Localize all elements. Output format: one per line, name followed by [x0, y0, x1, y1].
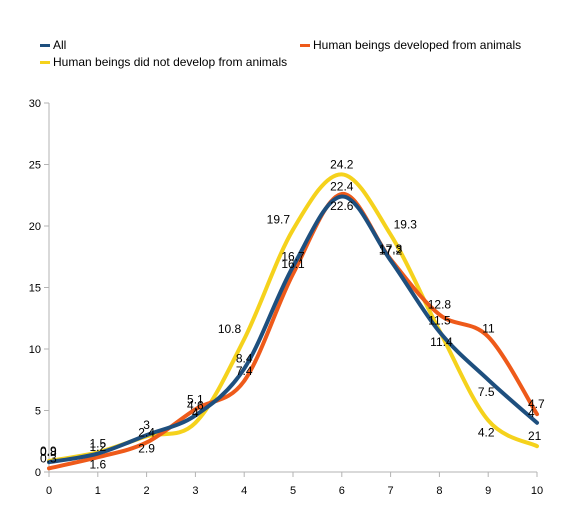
legend-swatch-all	[40, 44, 50, 48]
data-label-developed: 7.4	[236, 364, 253, 378]
data-label-did-not-develop: 4	[192, 406, 199, 420]
series-line-developed	[47, 192, 539, 471]
data-label-all: 4	[528, 406, 535, 420]
series-line-all	[47, 194, 539, 465]
legend-swatch-did-not-develop	[40, 61, 50, 65]
data-label-all: 0.8	[40, 445, 57, 459]
legend-item-all: All	[40, 38, 66, 52]
legend-item-developed: Human beings developed from animals	[300, 38, 521, 52]
legend-label-all: All	[53, 38, 67, 52]
x-tick-label: 2	[144, 485, 150, 497]
data-label-did-not-develop: 11.5	[428, 314, 451, 328]
data-label-did-not-develop: 19.3	[394, 218, 418, 232]
data-label-did-not-develop: 1.6	[89, 457, 106, 471]
data-label-did-not-develop: 10.8	[218, 322, 242, 336]
y-tick-label: 20	[29, 221, 41, 233]
axes: 0 5 10 15 20 25 30 0 1 2 3 4 5 6 7 8 9 10	[29, 98, 543, 497]
x-tick-label: 9	[485, 485, 491, 497]
y-tick-label: 10	[29, 344, 41, 356]
data-label-did-not-develop: 21	[528, 429, 542, 443]
x-tick-label: 6	[339, 485, 345, 497]
data-label-all: 3	[143, 418, 150, 432]
x-tick-label: 10	[531, 485, 543, 497]
data-label-did-not-develop: 2.9	[138, 441, 155, 455]
y-tick-label: 15	[29, 283, 41, 295]
data-label-all: 8.4	[236, 352, 253, 366]
x-tick-label: 8	[436, 485, 442, 497]
data-label-did-not-develop: 4.2	[478, 425, 495, 439]
data-label-did-not-develop: 0.9	[40, 444, 57, 458]
data-label-did-not-develop: 24.2	[330, 157, 354, 171]
data-label-all: 7.5	[478, 385, 495, 399]
data-label-developed: 16.1	[281, 257, 305, 271]
x-tick-label: 7	[388, 485, 394, 497]
data-label-developed: 5.1	[187, 392, 204, 406]
data-label-developed: 1.2	[89, 440, 106, 454]
legend-item-did-not-develop: Human beings did not develop from animal…	[40, 55, 287, 69]
data-label-developed: 2.4	[138, 425, 155, 439]
data-label-all: 16.7	[281, 250, 305, 264]
data-label-all: 17.2	[379, 243, 403, 257]
data-label-developed: 4.7	[528, 397, 545, 411]
x-tick-label: 5	[290, 485, 296, 497]
y-tick-label: 30	[29, 98, 41, 110]
y-tick-label: 5	[35, 406, 41, 418]
data-label-all: 4.6	[187, 398, 204, 412]
x-tick-label: 0	[46, 485, 52, 497]
data-label-developed: 0.3	[40, 451, 57, 465]
data-label-developed: 22.6	[330, 199, 354, 213]
data-label-did-not-develop: 19.7	[267, 213, 291, 227]
data-label-developed: 12.8	[428, 298, 452, 312]
y-tick-label: 0	[35, 467, 41, 479]
data-label-all: 22.4	[330, 179, 354, 193]
legend-swatch-developed	[300, 44, 310, 48]
x-tick-label: 3	[192, 485, 198, 497]
legend-label-developed: Human beings developed from animals	[313, 38, 522, 52]
series-lines	[47, 172, 539, 471]
data-label-developed: 17.3	[379, 242, 403, 256]
data-label-developed: 11	[482, 322, 495, 336]
data-label-all: 11.4	[430, 335, 453, 349]
data-labels: 0.8 1.5 3 4.6 8.4 16.7 22.4 17.2 11.4 7.5 4 0.3 1.2 2…	[40, 157, 545, 471]
data-label-all: 1.5	[89, 437, 106, 451]
y-tick-label: 25	[29, 160, 41, 172]
x-tick-label: 1	[95, 485, 101, 497]
series-line-did-not-develop	[47, 172, 539, 463]
legend-label-did-not-develop: Human beings did not develop from animal…	[53, 55, 288, 69]
x-tick-label: 4	[241, 485, 247, 497]
